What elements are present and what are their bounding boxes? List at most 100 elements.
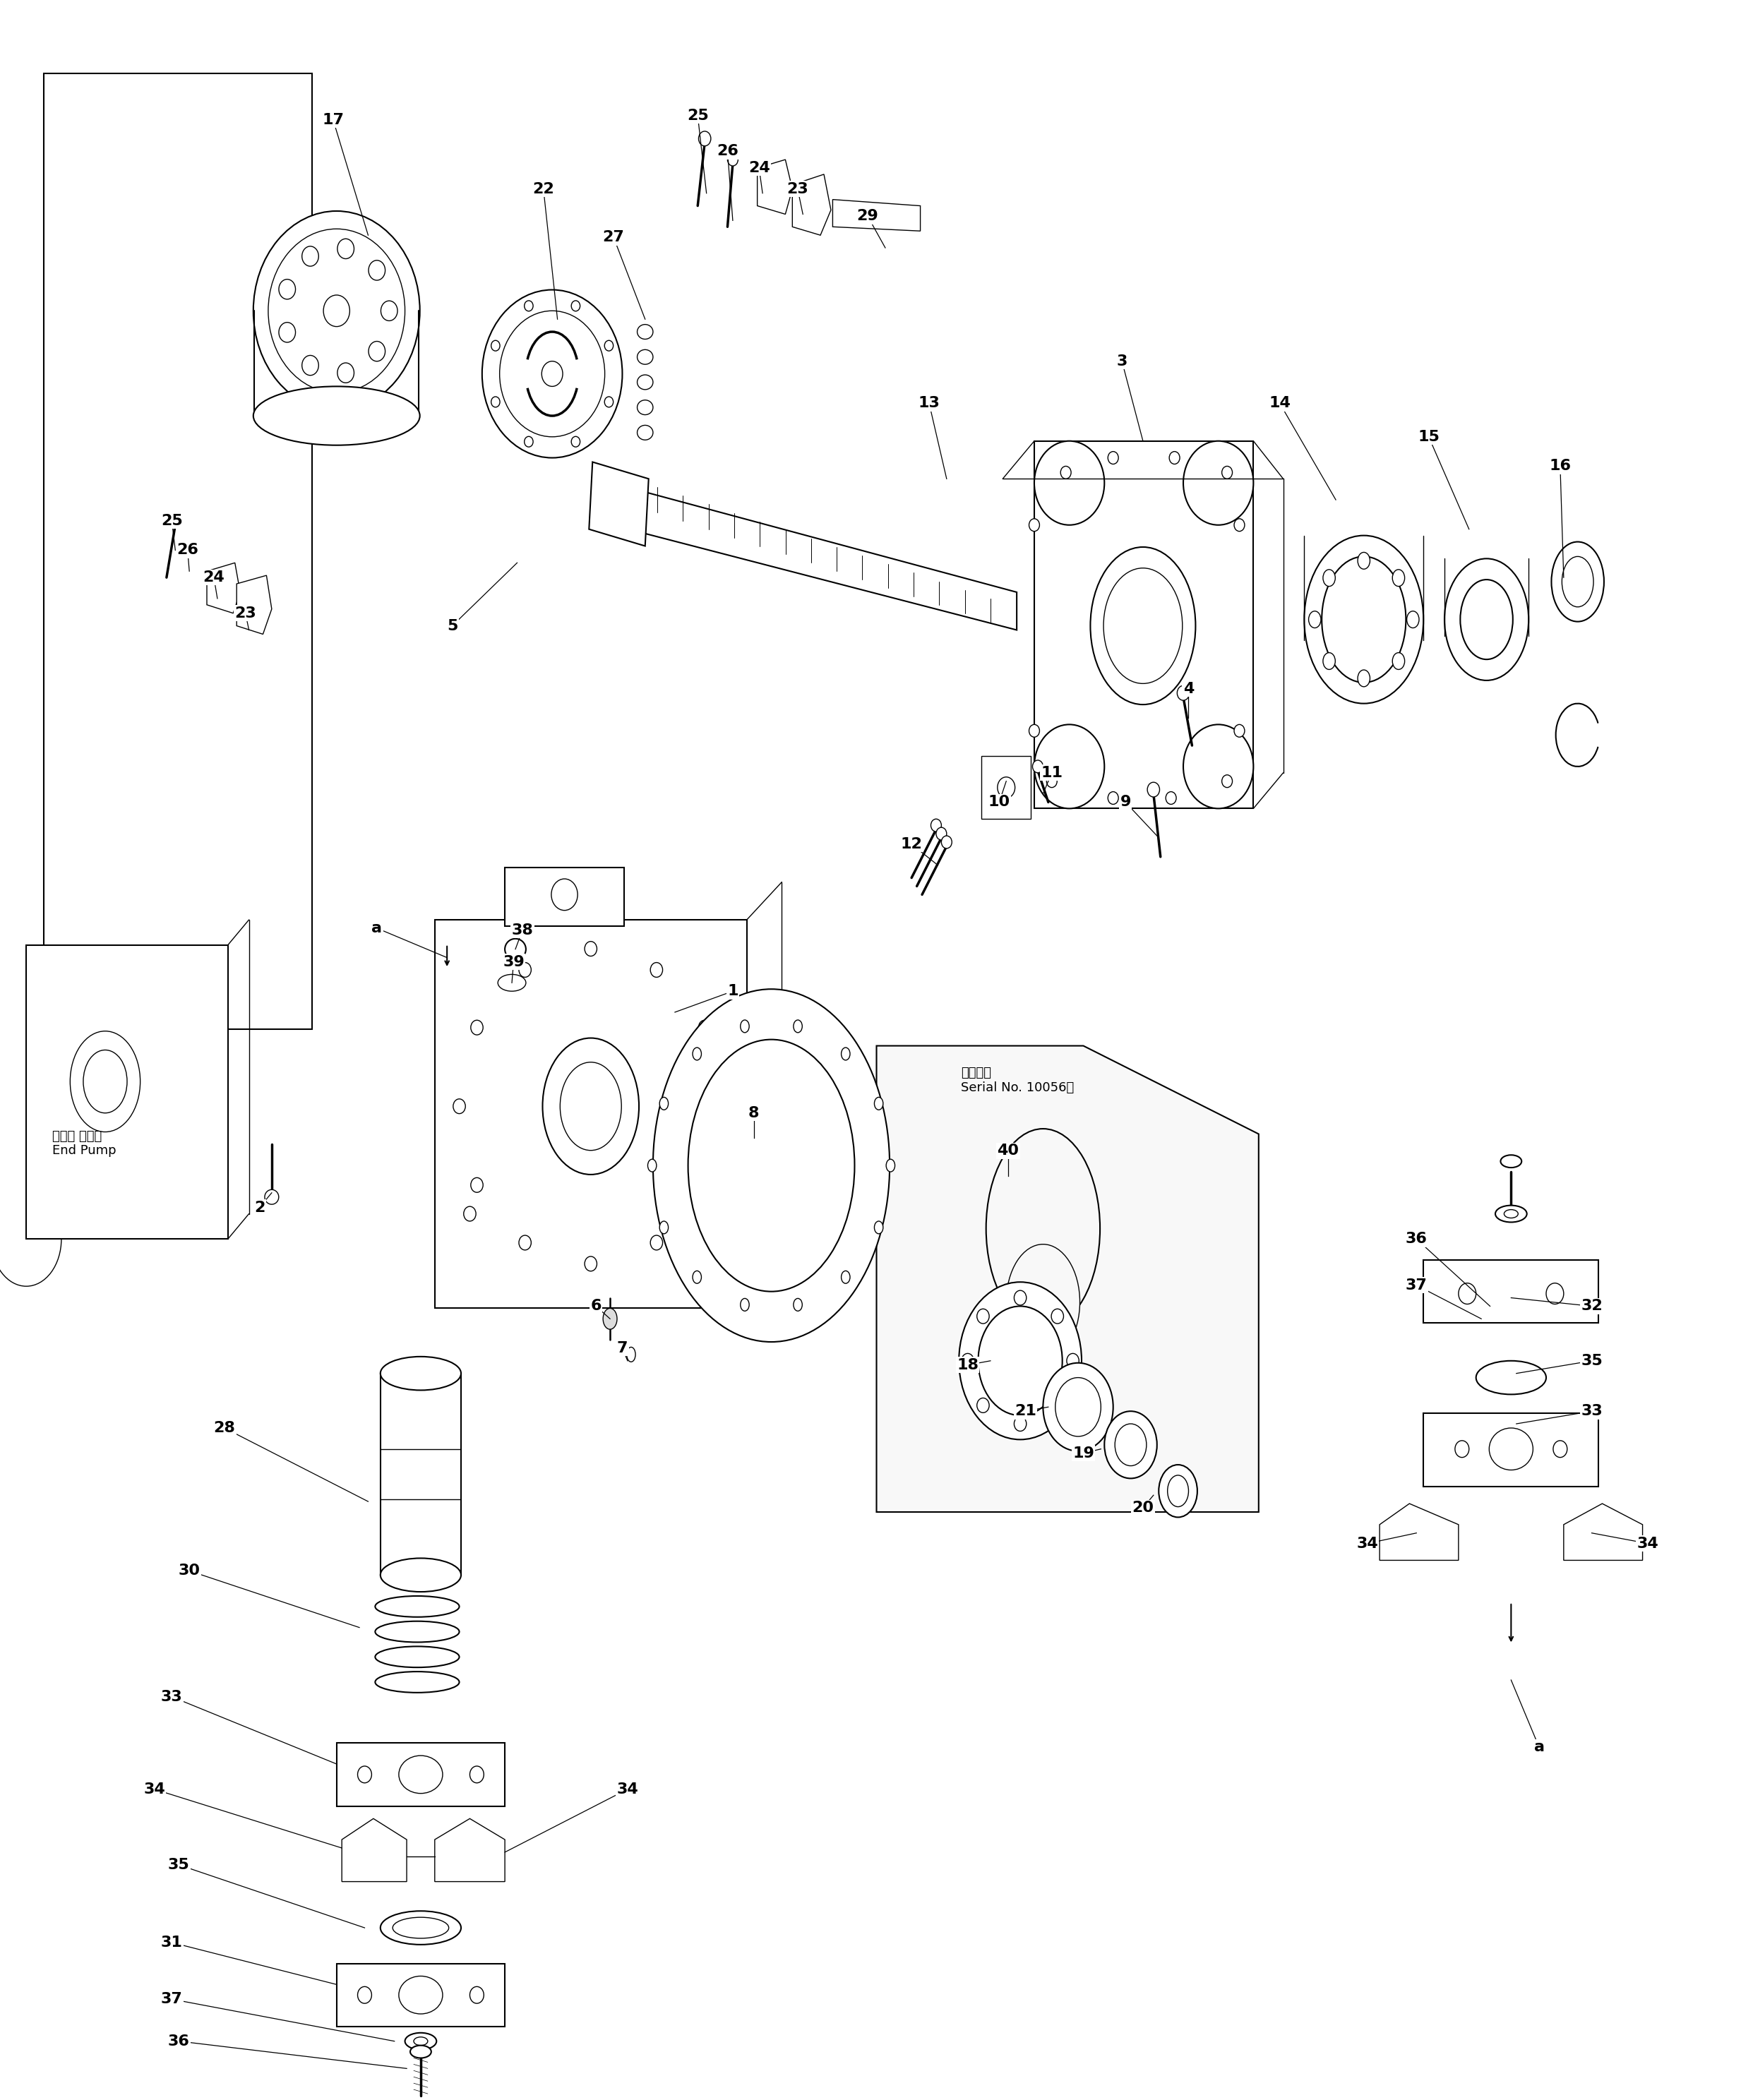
- Text: 33: 33: [161, 1690, 182, 1703]
- Ellipse shape: [368, 342, 386, 361]
- Polygon shape: [207, 563, 240, 613]
- Ellipse shape: [1146, 781, 1160, 796]
- Ellipse shape: [358, 1987, 372, 2003]
- Ellipse shape: [398, 1756, 442, 1793]
- Text: 17: 17: [323, 113, 344, 126]
- Ellipse shape: [584, 1256, 596, 1270]
- Ellipse shape: [687, 1040, 854, 1292]
- Text: 34: 34: [1357, 1537, 1378, 1550]
- Bar: [982, 756, 1031, 819]
- Ellipse shape: [1034, 724, 1104, 808]
- Ellipse shape: [1495, 1205, 1527, 1222]
- Ellipse shape: [1324, 653, 1336, 670]
- Ellipse shape: [1108, 792, 1118, 804]
- Ellipse shape: [1490, 1428, 1532, 1470]
- Ellipse shape: [1066, 1354, 1080, 1369]
- Text: 5: 5: [447, 620, 458, 632]
- Ellipse shape: [265, 1189, 279, 1203]
- Ellipse shape: [1553, 1441, 1567, 1457]
- Ellipse shape: [1460, 580, 1513, 659]
- Ellipse shape: [1546, 1283, 1564, 1304]
- Text: 36: 36: [168, 2035, 189, 2048]
- Text: a: a: [372, 922, 382, 935]
- Ellipse shape: [961, 1354, 973, 1369]
- Polygon shape: [342, 1819, 407, 1882]
- Ellipse shape: [1178, 685, 1189, 699]
- Bar: [505, 867, 624, 926]
- Polygon shape: [1564, 1504, 1643, 1560]
- Ellipse shape: [279, 323, 296, 342]
- Text: 13: 13: [919, 397, 940, 410]
- Text: a: a: [1534, 1741, 1544, 1754]
- Ellipse shape: [410, 2045, 431, 2058]
- Ellipse shape: [976, 1308, 989, 1323]
- Ellipse shape: [652, 989, 889, 1342]
- Ellipse shape: [368, 260, 386, 279]
- Ellipse shape: [170, 514, 182, 529]
- Text: 7: 7: [617, 1342, 628, 1354]
- Ellipse shape: [279, 279, 296, 298]
- Ellipse shape: [463, 1205, 477, 1222]
- Ellipse shape: [638, 374, 652, 388]
- Ellipse shape: [70, 1031, 140, 1132]
- Ellipse shape: [841, 1270, 850, 1283]
- Ellipse shape: [470, 1766, 484, 1783]
- Text: 35: 35: [1581, 1354, 1602, 1367]
- Polygon shape: [833, 200, 920, 231]
- Text: 34: 34: [144, 1783, 165, 1796]
- Ellipse shape: [182, 544, 196, 556]
- Ellipse shape: [472, 1021, 484, 1035]
- Polygon shape: [237, 575, 272, 634]
- Text: 14: 14: [1269, 397, 1290, 410]
- Text: 38: 38: [512, 924, 533, 937]
- Text: 19: 19: [1073, 1447, 1094, 1459]
- Text: 25: 25: [687, 109, 708, 122]
- Ellipse shape: [985, 1128, 1101, 1327]
- Ellipse shape: [1183, 724, 1253, 808]
- Ellipse shape: [375, 1646, 459, 1667]
- Ellipse shape: [936, 827, 947, 840]
- Ellipse shape: [603, 1308, 617, 1329]
- Ellipse shape: [1061, 466, 1071, 479]
- Bar: [1423, 1260, 1599, 1323]
- Ellipse shape: [698, 130, 712, 145]
- Ellipse shape: [1169, 452, 1180, 464]
- Text: エンド ポンプ
End Pump: エンド ポンプ End Pump: [53, 1130, 116, 1157]
- Ellipse shape: [659, 1096, 668, 1109]
- Text: 26: 26: [177, 544, 198, 556]
- Ellipse shape: [498, 974, 526, 991]
- Ellipse shape: [1013, 1289, 1026, 1304]
- Ellipse shape: [1501, 1155, 1522, 1168]
- Ellipse shape: [1104, 1411, 1157, 1478]
- Text: 28: 28: [214, 1422, 235, 1434]
- Text: 21: 21: [1015, 1405, 1036, 1418]
- Ellipse shape: [1108, 452, 1118, 464]
- Text: 20: 20: [1132, 1502, 1153, 1514]
- Text: 12: 12: [901, 838, 922, 850]
- Ellipse shape: [1055, 1378, 1101, 1436]
- Ellipse shape: [519, 962, 531, 977]
- Ellipse shape: [698, 1021, 710, 1035]
- Ellipse shape: [692, 1048, 701, 1060]
- Text: 37: 37: [1406, 1279, 1427, 1292]
- Text: 32: 32: [1581, 1300, 1602, 1312]
- Ellipse shape: [740, 1021, 749, 1033]
- Ellipse shape: [375, 1672, 459, 1693]
- Ellipse shape: [692, 1270, 701, 1283]
- Text: 2: 2: [254, 1201, 265, 1214]
- Ellipse shape: [594, 481, 638, 533]
- Ellipse shape: [393, 1917, 449, 1938]
- Ellipse shape: [997, 777, 1015, 798]
- Ellipse shape: [887, 1159, 896, 1172]
- Polygon shape: [1034, 441, 1253, 808]
- Text: 18: 18: [957, 1359, 978, 1371]
- Bar: [337, 1964, 505, 2026]
- Ellipse shape: [1033, 760, 1043, 773]
- Text: 26: 26: [717, 145, 738, 158]
- Text: 35: 35: [168, 1859, 189, 1871]
- Text: 24: 24: [749, 162, 770, 174]
- Ellipse shape: [542, 361, 563, 386]
- Ellipse shape: [1115, 1424, 1146, 1466]
- Ellipse shape: [254, 212, 421, 412]
- Ellipse shape: [931, 819, 941, 832]
